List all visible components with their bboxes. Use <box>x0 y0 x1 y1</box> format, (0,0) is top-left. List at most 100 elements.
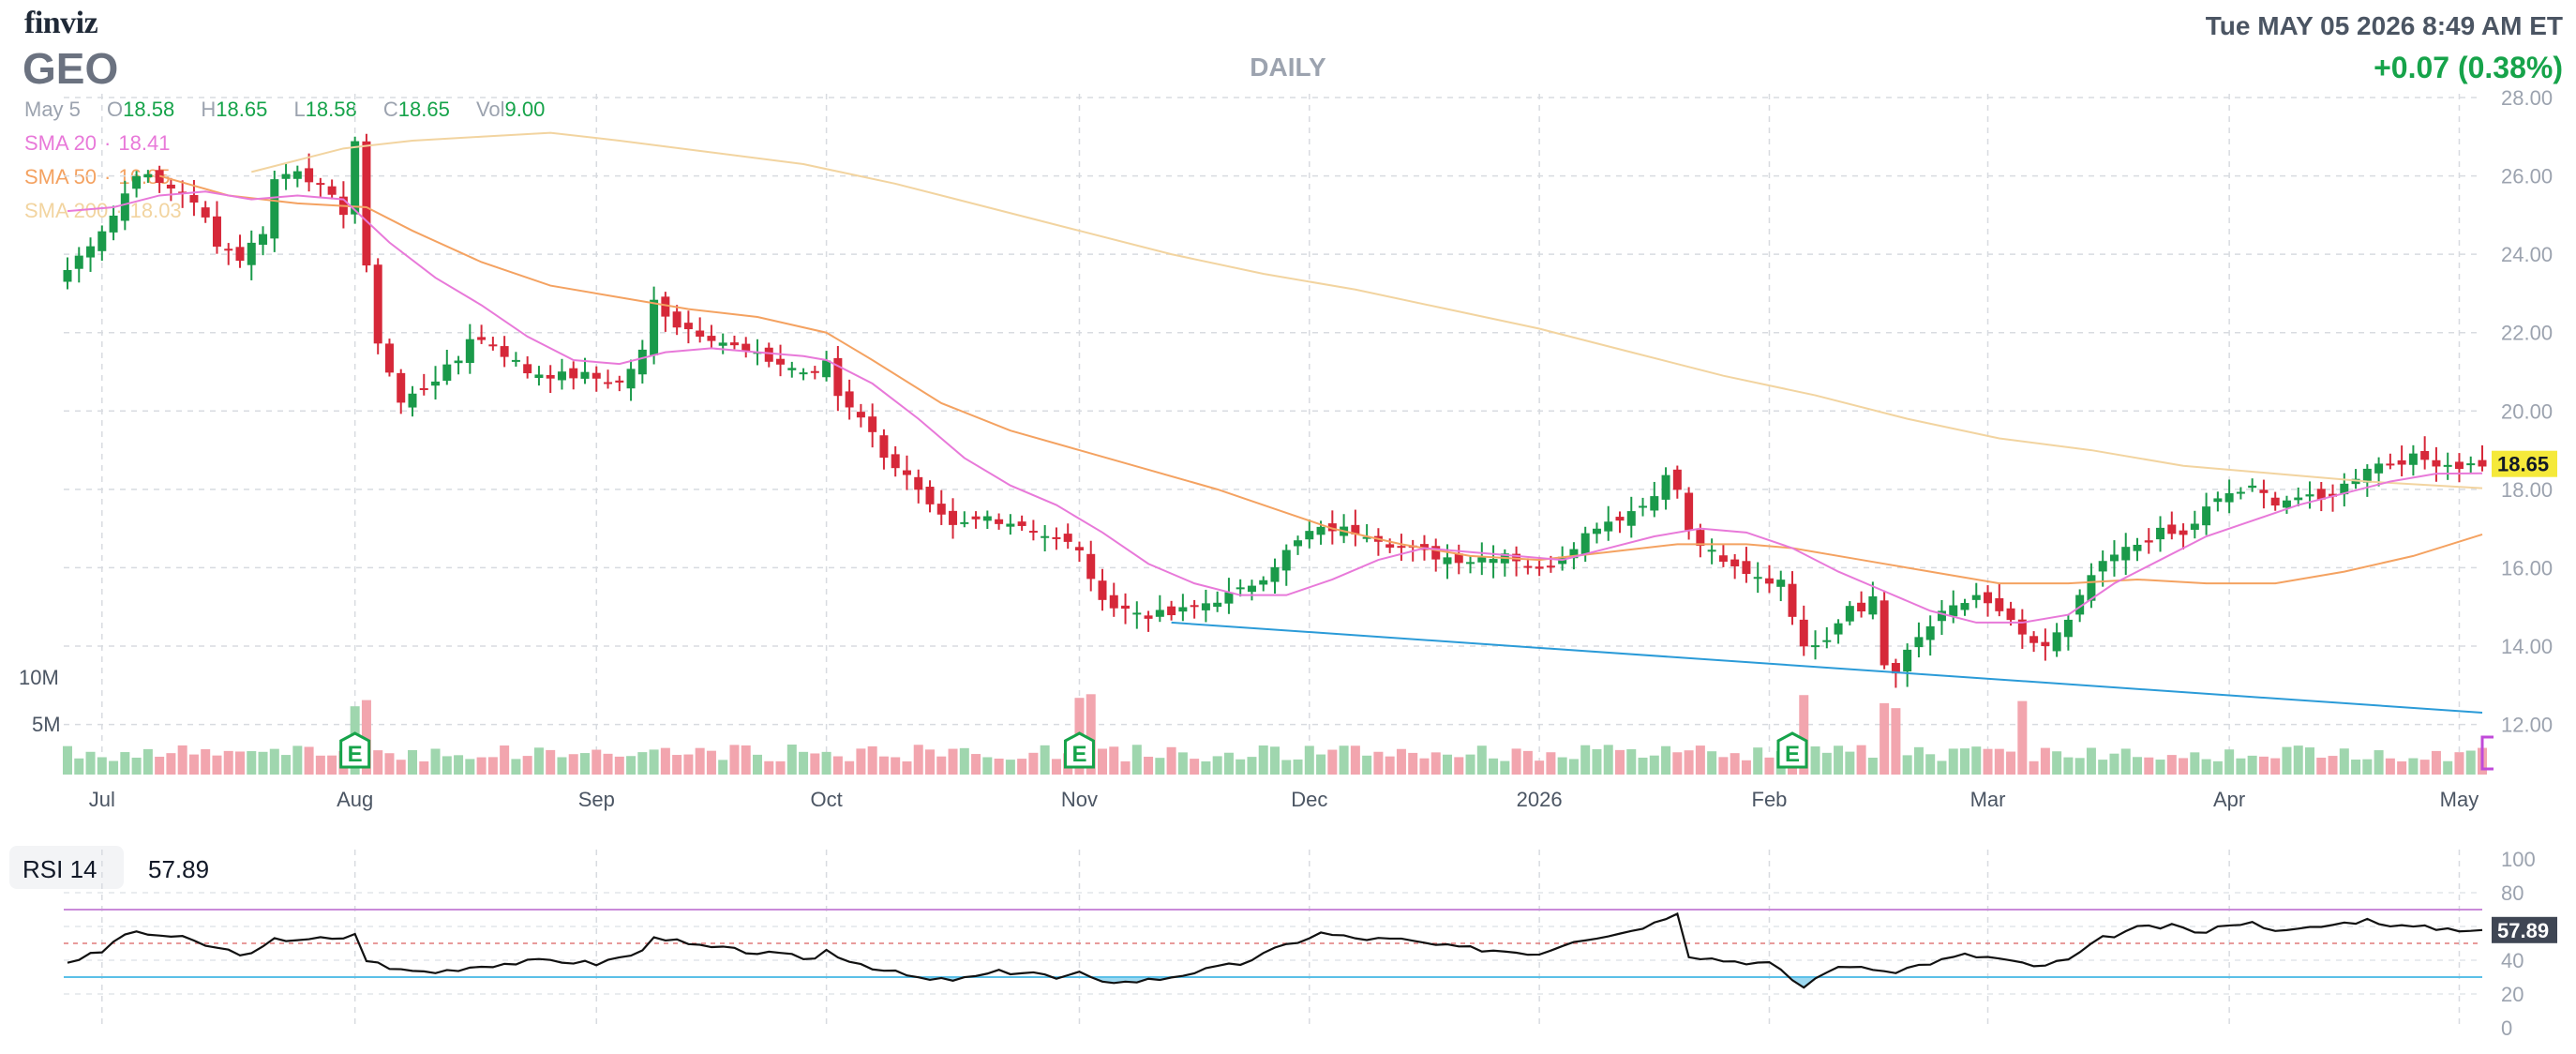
candle-body <box>189 195 199 203</box>
candle-body <box>212 216 221 248</box>
volume-bar <box>994 758 1004 775</box>
volume-bar <box>1902 755 1912 775</box>
candle-body <box>270 179 279 239</box>
volume-bar <box>1005 760 1015 775</box>
candle-body <box>1707 550 1716 552</box>
volume-bar <box>1810 745 1820 775</box>
volume-bar <box>2339 748 2349 775</box>
candle-body <box>1971 595 1981 600</box>
volume-bar <box>120 752 130 775</box>
volume-bar <box>1190 759 1200 775</box>
volume-bar <box>1362 755 1372 775</box>
candle-body <box>1028 531 1038 534</box>
volume-bar <box>775 760 786 775</box>
rsi-tick-label: 100 <box>2501 848 2536 871</box>
volume-bar <box>546 749 556 775</box>
candle-body <box>166 184 175 189</box>
volume-bar <box>361 700 371 775</box>
volume-bar <box>959 747 969 775</box>
price-tick-label: 20.00 <box>2501 399 2553 423</box>
volume-bar <box>1419 758 1430 775</box>
volume-bar <box>2212 760 2223 775</box>
candle-body <box>384 343 394 373</box>
volume-bar <box>1753 747 1763 775</box>
volume-bar <box>913 745 923 775</box>
candle-body <box>259 233 268 245</box>
volume-bar <box>1557 757 1567 775</box>
volume-bar <box>2316 757 2327 775</box>
candle-body <box>615 380 624 383</box>
candle-body <box>683 323 693 330</box>
candle-body <box>1845 606 1854 622</box>
volume-bar <box>1327 749 1338 775</box>
candle-body <box>2121 547 2131 561</box>
candle-body <box>696 330 705 337</box>
sma200-legend[interactable]: SMA 200 · 18.03 <box>24 199 182 222</box>
candle-body <box>1121 605 1131 610</box>
volume-bar <box>821 751 831 775</box>
candle-body <box>2075 595 2085 615</box>
rsi-oversold-fill <box>1792 977 1816 988</box>
volume-bar <box>1948 748 1958 775</box>
volume-bar <box>1465 754 1475 775</box>
rsi-value: 57.89 <box>148 855 210 883</box>
sma200-label: SMA 200 <box>24 199 109 222</box>
volume-bar <box>1568 759 1579 775</box>
candle-body <box>1788 583 1797 617</box>
volume-bar <box>212 755 222 775</box>
candle-body <box>1604 521 1613 532</box>
volume-bar <box>2465 750 2476 775</box>
volume-bar <box>2443 760 2453 775</box>
volume-bar <box>568 754 578 775</box>
volume-bar <box>1522 750 1533 775</box>
rsi-badge[interactable] <box>9 846 124 889</box>
candle-body <box>2133 544 2142 551</box>
candle-body <box>2144 540 2153 543</box>
volume-bar <box>177 745 187 775</box>
volume-bar <box>1718 757 1729 775</box>
volume-bar <box>511 759 521 775</box>
candle-body <box>1397 546 1406 549</box>
volume-bar <box>2247 755 2257 775</box>
volume-bar <box>430 748 441 775</box>
candle-body <box>2156 527 2165 540</box>
finviz-logo[interactable]: finviz <box>24 6 98 40</box>
volume-bar <box>1304 745 1314 775</box>
volume-bar <box>1155 758 1165 775</box>
volume-bar <box>522 756 532 775</box>
price-tick-label: 28.00 <box>2501 86 2553 110</box>
candle-body <box>97 231 107 251</box>
volume-value: 9.00 <box>504 98 546 121</box>
volume-bar <box>1396 748 1406 775</box>
volume-bar <box>1925 754 1936 775</box>
candle-body <box>316 183 325 186</box>
candle-body <box>201 207 210 218</box>
candle-body <box>580 371 590 379</box>
volume-bar <box>2006 751 2016 775</box>
volume-tick-label: 10M <box>19 666 59 689</box>
candle-body <box>960 521 969 524</box>
candle-body <box>109 215 118 233</box>
candle-body <box>569 368 578 379</box>
candle-body <box>1811 645 1820 648</box>
candle-body <box>1201 603 1210 610</box>
candle-body <box>1764 578 1774 584</box>
range-bracket-icon <box>2480 735 2494 771</box>
volume-bar <box>1212 756 1222 775</box>
volume-bar <box>2017 700 2028 775</box>
volume-bar <box>292 745 303 775</box>
price-tick-label: 14.00 <box>2501 635 2553 658</box>
sma20-legend[interactable]: SMA 20 · 18.41 <box>24 131 171 155</box>
sma20-label: SMA 20 <box>24 131 97 155</box>
candle-body <box>327 186 337 195</box>
candle-body <box>132 175 142 189</box>
timeframe-label: DAILY <box>1250 53 1326 82</box>
candle-body <box>1535 566 1544 569</box>
candle-body <box>1626 511 1636 526</box>
candle-body <box>1144 615 1153 619</box>
candle-body <box>2282 500 2291 508</box>
time-tick-label: Feb <box>1752 788 1788 811</box>
volume-bar <box>500 745 510 775</box>
volume-bar <box>1454 757 1464 775</box>
